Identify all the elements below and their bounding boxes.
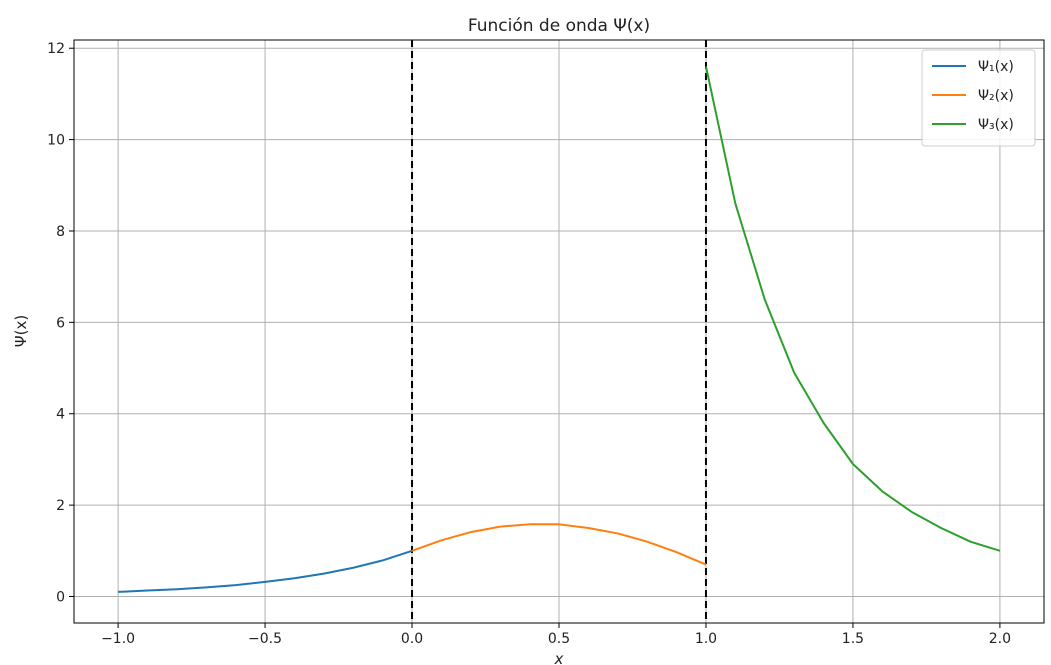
series-line-psi2 <box>411 523 707 566</box>
x-tick-label: 0.0 <box>401 631 423 647</box>
y-axis-label: Ψ(x) <box>12 315 30 347</box>
legend-box <box>921 49 1036 147</box>
x-tick-label: 1.5 <box>842 631 864 647</box>
y-tick-label: 8 <box>56 224 65 240</box>
y-tick-label: 6 <box>56 315 65 331</box>
x-tick-label: −1.0 <box>101 631 135 647</box>
grid-layer <box>74 40 1044 623</box>
y-tick-label: 4 <box>56 407 65 423</box>
y-tick-label: 0 <box>56 590 65 606</box>
x-tick-label: 1.0 <box>695 631 717 647</box>
x-axis-label: x <box>554 650 564 665</box>
vline-layer <box>411 40 707 623</box>
y-tick-label: 2 <box>56 498 65 514</box>
legend-label-psi3: Ψ₃(x) <box>978 117 1014 133</box>
series-line-psi1 <box>118 549 413 593</box>
chart-title: Función de onda Ψ(x) <box>468 16 650 36</box>
series-line-psi3 <box>704 66 1001 552</box>
x-tick-label: 0.5 <box>548 631 570 647</box>
x-tick-label: 2.0 <box>989 631 1011 647</box>
legend-label-psi1: Ψ₁(x) <box>978 59 1014 75</box>
tick-layer: −1.0 −0.5 0.0 0.5 1.0 1.5 2.0 0 2 4 6 8 10 12 <box>47 41 1011 647</box>
y-tick-label: 10 <box>47 133 65 149</box>
legend-label-psi2: Ψ₂(x) <box>978 88 1014 104</box>
series-layer <box>118 66 1001 593</box>
y-tick-label: 12 <box>47 41 65 57</box>
x-tick-label: −0.5 <box>248 631 282 647</box>
legend: Ψ₁(x) Ψ₂(x) Ψ₃(x) <box>921 49 1036 147</box>
